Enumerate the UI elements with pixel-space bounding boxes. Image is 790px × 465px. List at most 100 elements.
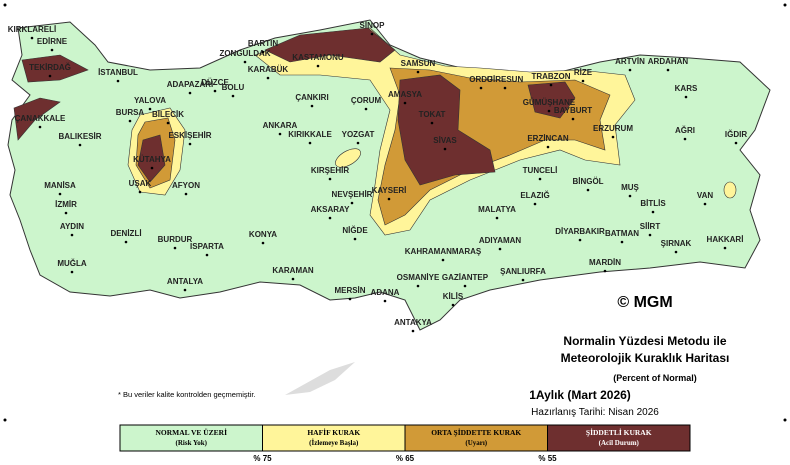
city-label: TUNCELİ [523, 166, 558, 175]
city-dot [441, 258, 445, 262]
city-label: ANKARA [263, 121, 298, 130]
city-label: KÜTAHYA [133, 155, 171, 164]
legend-label: ŞİDDETLİ KURAK [586, 427, 652, 437]
legend-swatch [119, 424, 263, 452]
city-label: KARABÜK [248, 65, 289, 74]
city-dot [383, 299, 387, 303]
city-label: ÇORUM [351, 96, 382, 105]
city-dot [703, 202, 707, 206]
city-dot [328, 177, 332, 181]
corner-dot [3, 3, 7, 7]
city-dot [310, 104, 314, 108]
city-dot [348, 297, 352, 301]
city-dot [495, 216, 499, 220]
copyright: © MGM [617, 294, 672, 311]
city-label: BURSA [116, 108, 145, 117]
city-dot [183, 288, 187, 292]
city-dot [628, 68, 632, 72]
city-label: ÇANAKKALE [15, 114, 66, 123]
city-label: SİNOP [360, 21, 386, 30]
city-label: ANTALYA [167, 277, 203, 286]
drought-light-spot [723, 181, 737, 199]
city-label: NİĞDE [342, 226, 368, 235]
city-dot [683, 137, 687, 141]
city-dot [70, 270, 74, 274]
city-dot [498, 247, 502, 251]
city-dot [128, 119, 132, 123]
city-dot [58, 192, 62, 196]
city-label: MUĞLA [57, 259, 87, 268]
city-dot [261, 241, 265, 245]
drought-severe-thrace [21, 54, 89, 83]
city-dot [261, 50, 265, 54]
city-label: AFYON [172, 181, 200, 190]
city-dot [546, 145, 550, 149]
corner-dot [783, 418, 787, 422]
city-label: AĞRI [675, 126, 695, 135]
city-dot [411, 329, 415, 333]
city-dot [150, 166, 154, 170]
city-dot [78, 143, 82, 147]
city-label: ORDU [469, 75, 493, 84]
city-label: MUŞ [621, 183, 639, 192]
city-label: DÜZCE [201, 78, 229, 87]
city-label: IĞDIR [725, 130, 747, 139]
city-dot [364, 107, 368, 111]
city-label: ANTAKYA [394, 318, 432, 327]
corner-dots [3, 3, 787, 422]
city-label: OSMANİYE [397, 273, 440, 282]
city-label: TEKİRDAĞ [29, 63, 71, 72]
city-dot [666, 68, 670, 72]
city-label: KİLİS [443, 292, 464, 301]
city-label: DİYARBAKIR [555, 227, 605, 236]
city-label: RİZE [574, 68, 593, 77]
drought-severe-east [527, 81, 576, 119]
city-label: ESKİŞEHİR [168, 131, 211, 140]
city-dot [205, 253, 209, 257]
city-label: İZMİR [55, 200, 77, 209]
city-label: SİVAS [433, 136, 457, 145]
city-label: İSTANBUL [98, 68, 138, 77]
city-dot [503, 86, 507, 90]
city-dot [148, 107, 152, 111]
city-label: ADANA [371, 288, 400, 297]
city-dot [403, 101, 407, 105]
city-label: DENİZLİ [110, 229, 141, 238]
city-label: UŞAK [129, 179, 152, 188]
city-label: AYDIN [60, 222, 84, 231]
city-dot [571, 117, 575, 121]
city-dot [188, 142, 192, 146]
city-label: BİTLİS [640, 199, 666, 208]
legend-sublabel: (Risk Yok) [176, 439, 208, 447]
city-label: MARDİN [589, 258, 621, 267]
city-dot [291, 277, 295, 281]
legend-sublabel: (Acil Durum) [599, 439, 640, 447]
country [7, 19, 771, 395]
legend-label: HAFİF KURAK [307, 427, 360, 437]
city-label: KIRIKKALE [288, 130, 332, 139]
city-dot [70, 233, 74, 237]
city-label: GAZİANTEP [442, 273, 489, 282]
city-label: ŞIRNAK [661, 239, 692, 248]
city-label: SİİRT [640, 222, 661, 231]
prepared-date: Hazırlanış Tarihi: Nisan 2026 [531, 407, 659, 418]
drought-severe-canakkale [13, 97, 61, 141]
corner-dot [3, 418, 7, 422]
legend-swatch [547, 424, 691, 452]
city-label: NEVŞEHİR [332, 190, 373, 199]
city-dot [243, 60, 247, 64]
city-label: ŞANLIURFA [500, 267, 546, 276]
corner-dot [783, 3, 787, 7]
city-dot [278, 132, 282, 136]
cyprus [285, 362, 355, 395]
city-dot [651, 210, 655, 214]
city-label: BOLU [222, 83, 245, 92]
city-dot [430, 121, 434, 125]
city-label: ELAZIĞ [520, 191, 549, 200]
city-dot [416, 70, 420, 74]
city-dot [533, 202, 537, 206]
city-dot [734, 141, 738, 145]
city-label: TRABZON [531, 72, 570, 81]
city-label: BİLECİK [152, 110, 184, 119]
